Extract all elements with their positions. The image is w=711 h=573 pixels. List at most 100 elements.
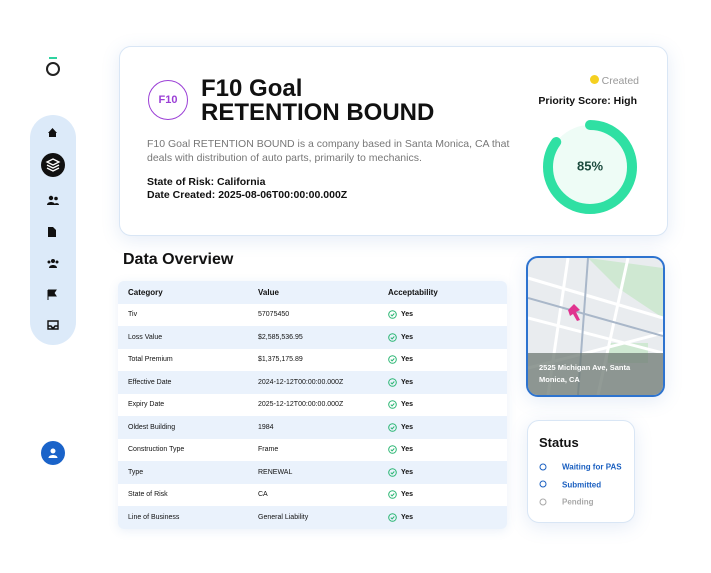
score-label: 85% (577, 158, 603, 173)
table-row: State of Risk CA Yes (118, 484, 507, 507)
table-cell: 2025-12-12T00:00:00.000Z (258, 401, 344, 409)
table-cell: Oldest Building (128, 423, 176, 431)
table-cell: Type (128, 468, 144, 476)
date-created: Date Created: 2025-08-06T00:00:00.000Z (147, 189, 348, 201)
company-title: RETENTION BOUND (201, 99, 435, 126)
check-icon (388, 332, 397, 342)
check-icon (388, 355, 397, 365)
table-cell: Yes (378, 304, 507, 327)
table-cell: Yes (378, 326, 507, 349)
table-cell: Loss Value (128, 333, 163, 341)
step-icon (539, 463, 547, 471)
table-cell: RENEWAL (258, 468, 293, 476)
user-avatar[interactable] (41, 441, 65, 465)
check-mark (390, 313, 395, 317)
check-mark (390, 515, 395, 520)
table-cell: $1,375,175.89 (258, 356, 303, 364)
table-row: Loss Value $2,585,536.95 Yes (118, 326, 507, 349)
table-cell: CA (258, 491, 268, 499)
table-cell: $2,585,536.95 (258, 333, 303, 341)
table-row: Oldest Building 1984 Yes (118, 416, 507, 439)
check-circle (388, 490, 397, 500)
company-title: F10 Goal (201, 75, 303, 102)
status-step: Waiting for PAS (539, 462, 622, 471)
table-row: Expiry Date 2025-12-12T00:00:00.000Z Yes (118, 394, 507, 417)
table-row: Type RENEWAL Yes (118, 461, 507, 484)
check-icon (388, 445, 397, 455)
company-badge: F10 (148, 80, 188, 120)
step-icon (539, 498, 547, 506)
table-cell: Frame (258, 446, 279, 454)
check-circle (388, 400, 397, 410)
priority: Priority Score: High (538, 95, 637, 107)
check-mark (390, 380, 395, 385)
check-circle (388, 467, 397, 477)
check-icon (388, 400, 397, 410)
step-circle (539, 463, 547, 471)
step-label: Submitted (562, 479, 602, 489)
acceptability: Yes (401, 446, 414, 454)
table-cell: State of Risk (128, 491, 168, 499)
check-mark (390, 358, 395, 362)
check-circle (388, 512, 397, 522)
table-cell: 2024-12-12T00:00:00.000Z (258, 378, 344, 386)
check-circle (388, 310, 397, 320)
table-row: Effective Date 2024-12-12T00:00:00.000Z Ye… (118, 371, 507, 394)
column-header: Category (128, 287, 163, 297)
check-icon (388, 467, 397, 477)
column-header: Acceptability (388, 287, 438, 297)
status-card: Status Waiting for PAS Submitted Pending (527, 420, 635, 523)
check-mark (390, 470, 395, 475)
state-of-risk: State of Risk: California (147, 176, 266, 188)
map-card[interactable]: 2525 Michigan Ave, Santa Monica, CA (526, 256, 665, 397)
table-row: Construction Type Frame Yes (118, 439, 507, 462)
acceptability: Yes (401, 401, 414, 409)
table-cell: Line of Business (128, 513, 180, 521)
acceptability: Yes (401, 378, 414, 386)
table-cell: 1984 (258, 423, 274, 431)
table-cell: Yes (378, 394, 507, 417)
check-circle (388, 445, 397, 455)
acceptability: Yes (401, 333, 414, 341)
map (528, 258, 663, 395)
check-mark (390, 425, 395, 430)
step-circle (539, 498, 547, 506)
step-icon (539, 480, 547, 488)
table-row: Line of Business General Liability Yes (118, 506, 507, 529)
acceptability: Yes (401, 311, 414, 319)
table-cell: Effective Date (128, 378, 172, 386)
check-icon (388, 512, 397, 522)
acceptability: Yes (401, 491, 414, 499)
table-cell: Tiv (128, 311, 138, 319)
check-circle (388, 377, 397, 387)
check-circle (388, 355, 397, 365)
acceptability: Yes (401, 513, 414, 521)
users-icon[interactable] (47, 195, 59, 205)
inbox-icon[interactable] (47, 320, 59, 330)
step-label: Pending (562, 497, 594, 507)
score-arc (543, 120, 637, 214)
status-badge-text: Created (601, 75, 639, 87)
data-table: Category Value Acceptability Tiv 57075450 Yes… (118, 281, 507, 529)
group-icon[interactable] (47, 258, 59, 268)
check-mark (390, 493, 395, 497)
status-step: Submitted (539, 480, 601, 489)
home-icon[interactable] (47, 127, 58, 138)
status-badge: Created (589, 75, 639, 87)
table-cell: Yes (378, 461, 507, 484)
table-row: Tiv 57075450 Yes (118, 304, 507, 327)
table-cell: Expiry Date (128, 401, 165, 409)
check-icon (388, 377, 397, 387)
table-cell: Total Premium (128, 356, 173, 364)
acceptability: Yes (401, 356, 414, 364)
description: F10 Goal RETENTION BOUND is a company ba… (147, 138, 510, 164)
check-icon (388, 310, 397, 320)
check-mark (390, 448, 395, 452)
layers-icon[interactable] (41, 153, 65, 177)
flag-icon[interactable] (47, 289, 58, 300)
logo (46, 57, 60, 76)
file-icon[interactable] (47, 226, 57, 238)
table-cell: General Liability (258, 513, 309, 521)
table-cell: Yes (378, 484, 507, 507)
